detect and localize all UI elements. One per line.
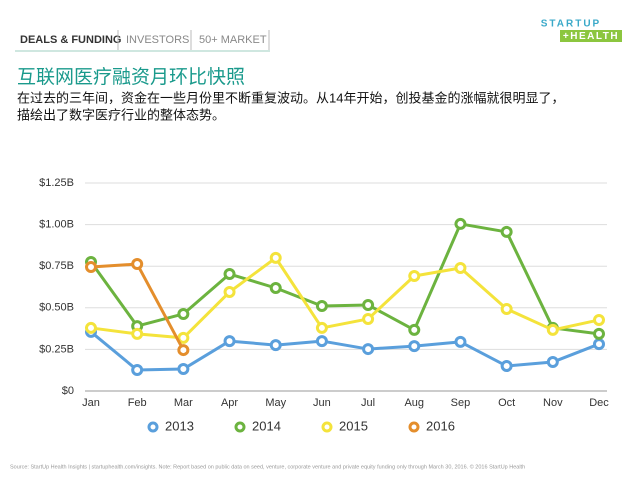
data-point bbox=[593, 313, 605, 326]
x-tick-label: Apr bbox=[221, 397, 238, 409]
y-tick-label: $1.25B bbox=[39, 177, 74, 189]
data-point bbox=[315, 299, 328, 312]
data-point bbox=[131, 327, 144, 340]
series-line bbox=[90, 330, 600, 372]
data-point bbox=[269, 281, 282, 294]
legend-marker bbox=[408, 421, 420, 433]
x-tick-label: Dec bbox=[589, 397, 609, 409]
legend-label: 2014 bbox=[252, 418, 281, 433]
data-point bbox=[362, 343, 375, 356]
data-point bbox=[408, 270, 421, 283]
logo: STARTUP bbox=[541, 19, 601, 30]
tab[interactable]: INVESTORS bbox=[126, 34, 189, 46]
logo: +HEALTH bbox=[563, 31, 619, 42]
y-tick-label: $0.25B bbox=[39, 343, 74, 355]
data-point bbox=[546, 323, 559, 336]
data-point bbox=[362, 312, 375, 325]
data-point bbox=[408, 323, 421, 336]
data-point bbox=[85, 261, 97, 274]
y-tick-label: $1.00B bbox=[39, 219, 74, 231]
legend-marker bbox=[147, 421, 159, 433]
data-point bbox=[593, 327, 605, 340]
series-line bbox=[90, 256, 600, 340]
data-point bbox=[315, 321, 328, 334]
data-point bbox=[177, 363, 190, 376]
data-point bbox=[177, 344, 190, 357]
x-tick-label: Feb bbox=[128, 397, 147, 409]
data-point bbox=[593, 338, 605, 351]
data-point bbox=[454, 262, 467, 275]
x-tick-label: Sep bbox=[451, 397, 471, 409]
data-point bbox=[500, 360, 513, 373]
data-point bbox=[454, 217, 467, 230]
data-point bbox=[500, 302, 513, 315]
logo-bg bbox=[520, 18, 622, 29]
y-tick-label: $0.50B bbox=[39, 302, 74, 314]
subtitle: 在过去的三年间，资金在一些月份里不断重复波动。从14年开始，创投基金的涨幅就很明… bbox=[17, 90, 564, 105]
data-point bbox=[223, 268, 236, 281]
x-tick-label: Nov bbox=[543, 397, 563, 409]
x-tick-label: Jun bbox=[313, 397, 331, 409]
x-tick-label: Oct bbox=[498, 397, 515, 409]
data-point bbox=[177, 331, 190, 344]
data-point bbox=[362, 298, 375, 311]
data-point bbox=[177, 307, 190, 320]
y-tick-label: $0.75B bbox=[39, 260, 74, 272]
legend-marker bbox=[234, 421, 246, 433]
data-point bbox=[223, 335, 236, 348]
data-point bbox=[454, 335, 467, 348]
slide-title: 互联网医疗融资月环比快照 bbox=[17, 66, 245, 88]
x-tick-label: Jul bbox=[361, 397, 375, 409]
data-point bbox=[85, 321, 97, 334]
legend-marker bbox=[321, 421, 333, 433]
data-point bbox=[546, 356, 559, 369]
data-point bbox=[131, 364, 144, 377]
legend-label: 2015 bbox=[339, 418, 368, 433]
data-point bbox=[269, 251, 282, 264]
footer: Source: StartUp Health Insights | startu… bbox=[10, 463, 525, 470]
tab[interactable]: DEALS & FUNDING bbox=[20, 34, 121, 46]
data-point bbox=[223, 285, 236, 298]
data-point bbox=[500, 225, 513, 238]
x-tick-label: Jan bbox=[82, 397, 100, 409]
logo-box bbox=[560, 30, 622, 42]
legend-label: 2016 bbox=[426, 418, 455, 433]
x-tick-label: May bbox=[265, 397, 286, 409]
data-point bbox=[408, 340, 421, 353]
data-point bbox=[269, 339, 282, 352]
legend-label: 2013 bbox=[165, 418, 194, 433]
x-tick-label: Aug bbox=[404, 397, 424, 409]
x-tick-label: Mar bbox=[174, 397, 193, 409]
data-point bbox=[315, 335, 328, 348]
series-line bbox=[89, 222, 600, 336]
data-point bbox=[131, 258, 144, 271]
y-tick-label: $0 bbox=[62, 385, 74, 397]
tab[interactable]: 50+ MARKET bbox=[199, 34, 267, 46]
subtitle: 描绘出了数字医疗行业的整体态势。 bbox=[17, 107, 225, 122]
